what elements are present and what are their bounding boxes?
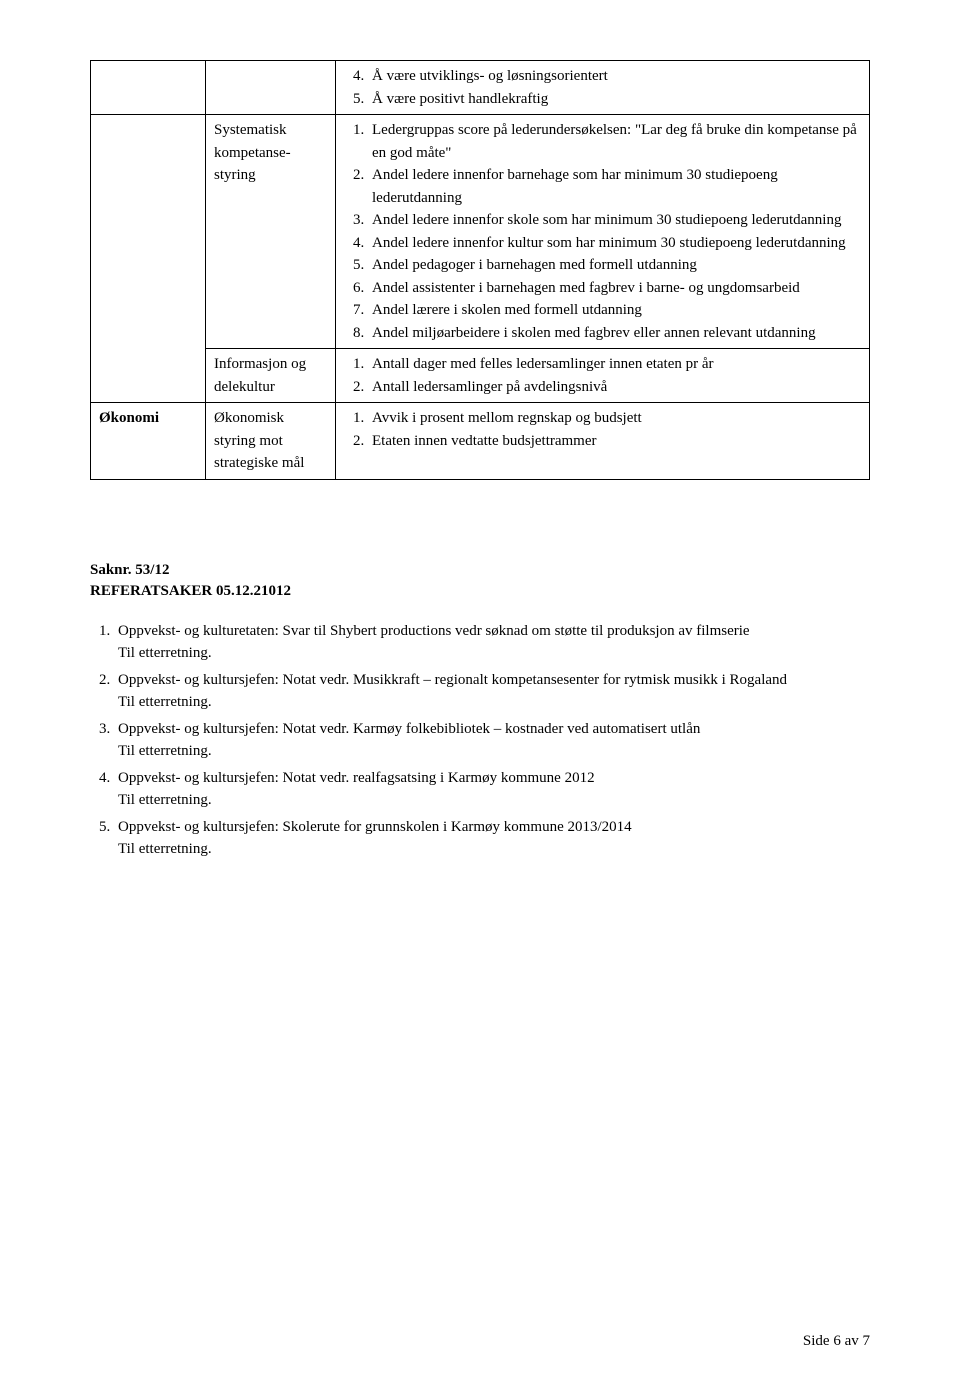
body-list-item: Oppvekst- og kultursjefen: Skolerute for… [114, 816, 870, 861]
body-list-suffix: Til etterretning. [118, 792, 212, 808]
section-line2: REFERATSAKER 05.12.21012 [90, 581, 870, 602]
body-list-text: Oppvekst- og kultursjefen: Notat vedr. M… [118, 672, 787, 688]
row3-list: Avvik i prosent mellom regnskap og budsj… [344, 407, 861, 452]
list-item: Andel assistenter i barnehagen med fagbr… [368, 277, 861, 300]
list-item: Andel miljøarbeidere i skolen med fagbre… [368, 322, 861, 345]
row2b-list: Antall dager med felles ledersamlinger i… [344, 353, 861, 398]
row3-col3: Avvik i prosent mellom regnskap og budsj… [336, 403, 870, 480]
list-item: Antall dager med felles ledersamlinger i… [368, 353, 861, 376]
row3-col2: Økonomisk styring mot strategiske mål [206, 403, 336, 480]
list-item: Andel ledere innenfor kultur som har min… [368, 232, 861, 255]
list-item: Andel ledere innenfor skole som har mini… [368, 209, 861, 232]
list-item: Andel ledere innenfor barnehage som har … [368, 164, 861, 209]
page-footer: Side 6 av 7 [803, 1333, 870, 1350]
row2-col1 [91, 115, 206, 403]
body-list-item: Oppvekst- og kultursjefen: Notat vedr. M… [114, 669, 870, 714]
list-item: Andel lærere i skolen med formell utdann… [368, 299, 861, 322]
main-table: Å være utviklings- og løsningsorientert … [90, 60, 870, 480]
row1-list: Å være utviklings- og løsningsorientert … [344, 65, 861, 110]
row2a-col2: Systematisk kompetanse-styring [206, 115, 336, 349]
body-list-item: Oppvekst- og kulturetaten: Svar til Shyb… [114, 620, 870, 665]
body-list-text: Oppvekst- og kultursjefen: Skolerute for… [118, 819, 632, 835]
section-line1: Saknr. 53/12 [90, 560, 870, 581]
body-list-text: Oppvekst- og kultursjefen: Notat vedr. K… [118, 721, 700, 737]
row1-col2 [206, 61, 336, 115]
row1-col3: Å være utviklings- og løsningsorientert … [336, 61, 870, 115]
body-list-text: Oppvekst- og kulturetaten: Svar til Shyb… [118, 623, 750, 639]
row3-col1: Økonomi [91, 403, 206, 480]
list-item: Etaten innen vedtatte budsjettrammer [368, 430, 861, 453]
list-item: Å være utviklings- og løsningsorientert [368, 65, 861, 88]
row1-col1 [91, 61, 206, 115]
body-list: Oppvekst- og kulturetaten: Svar til Shyb… [90, 620, 870, 861]
row2b-col3: Antall dager med felles ledersamlinger i… [336, 349, 870, 403]
body-list-item: Oppvekst- og kultursjefen: Notat vedr. K… [114, 718, 870, 763]
section-heading: Saknr. 53/12 REFERATSAKER 05.12.21012 [90, 560, 870, 602]
body-list-item: Oppvekst- og kultursjefen: Notat vedr. r… [114, 767, 870, 812]
list-item: Ledergruppas score på lederundersøkelsen… [368, 119, 861, 164]
list-item: Andel pedagoger i barnehagen med formell… [368, 254, 861, 277]
row2b-col2: Informasjon og delekultur [206, 349, 336, 403]
row2a-list: Ledergruppas score på lederundersøkelsen… [344, 119, 861, 344]
body-list-suffix: Til etterretning. [118, 841, 212, 857]
body-list-suffix: Til etterretning. [118, 694, 212, 710]
body-list-suffix: Til etterretning. [118, 645, 212, 661]
list-item: Å være positivt handlekraftig [368, 88, 861, 111]
body-list-suffix: Til etterretning. [118, 743, 212, 759]
list-item: Avvik i prosent mellom regnskap og budsj… [368, 407, 861, 430]
list-item: Antall ledersamlinger på avdelingsnivå [368, 376, 861, 399]
row2a-col3: Ledergruppas score på lederundersøkelsen… [336, 115, 870, 349]
body-list-text: Oppvekst- og kultursjefen: Notat vedr. r… [118, 770, 595, 786]
